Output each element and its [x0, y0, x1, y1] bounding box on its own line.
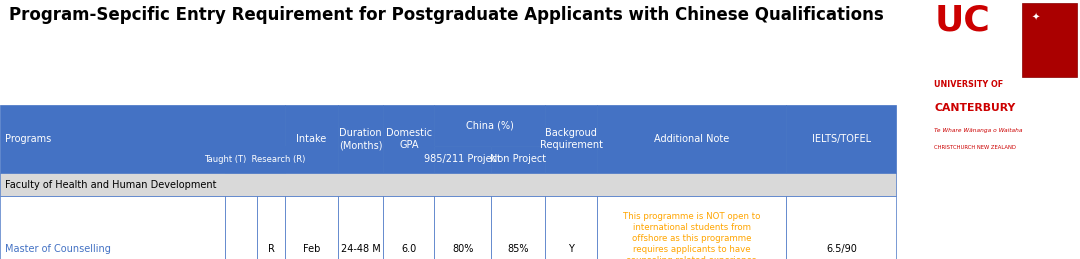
- Text: Faculty of Health and Human Development: Faculty of Health and Human Development: [5, 180, 217, 190]
- Bar: [1022, 3, 1077, 77]
- Text: Domestic
GPA: Domestic GPA: [386, 128, 432, 150]
- Text: This programme is NOT open to
international students from
offshore as this progr: This programme is NOT open to internatio…: [623, 212, 760, 259]
- Text: R: R: [268, 244, 274, 254]
- Text: 6.5/90: 6.5/90: [826, 244, 856, 254]
- Text: Master of Counselling: Master of Counselling: [5, 244, 111, 254]
- Text: Additional Note: Additional Note: [654, 134, 729, 144]
- Text: Non Project: Non Project: [490, 154, 546, 164]
- Text: IELTS/TOFEL: IELTS/TOFEL: [812, 134, 870, 144]
- Text: Te Whare Wānanga o Waitaha: Te Whare Wānanga o Waitaha: [934, 128, 1023, 133]
- Text: Taught (T)  Research (R): Taught (T) Research (R): [204, 155, 306, 164]
- Text: Program-Sepcific Entry Requirement for Postgraduate Applicants with Chinese Qual: Program-Sepcific Entry Requirement for P…: [9, 6, 883, 24]
- Text: Feb: Feb: [302, 244, 321, 254]
- Text: Intake: Intake: [296, 134, 327, 144]
- Text: 24-48 M: 24-48 M: [341, 244, 380, 254]
- Text: ✦: ✦: [1031, 13, 1040, 23]
- Text: 985/211 Project: 985/211 Project: [424, 154, 501, 164]
- Text: UC: UC: [934, 3, 990, 37]
- Text: Y: Y: [568, 244, 575, 254]
- Text: Duration
(Months): Duration (Months): [339, 128, 382, 150]
- Text: 80%: 80%: [453, 244, 473, 254]
- Text: 85%: 85%: [508, 244, 529, 254]
- Text: Backgroud
Requirement: Backgroud Requirement: [540, 128, 603, 150]
- Text: CANTERBURY: CANTERBURY: [934, 103, 1015, 113]
- Text: CHRISTCHURCH NEW ZEALAND: CHRISTCHURCH NEW ZEALAND: [934, 145, 1016, 149]
- Text: 6.0: 6.0: [401, 244, 417, 254]
- Text: UNIVERSITY OF: UNIVERSITY OF: [934, 80, 1003, 89]
- Text: China (%): China (%): [465, 120, 514, 130]
- Text: Programs: Programs: [5, 134, 52, 144]
